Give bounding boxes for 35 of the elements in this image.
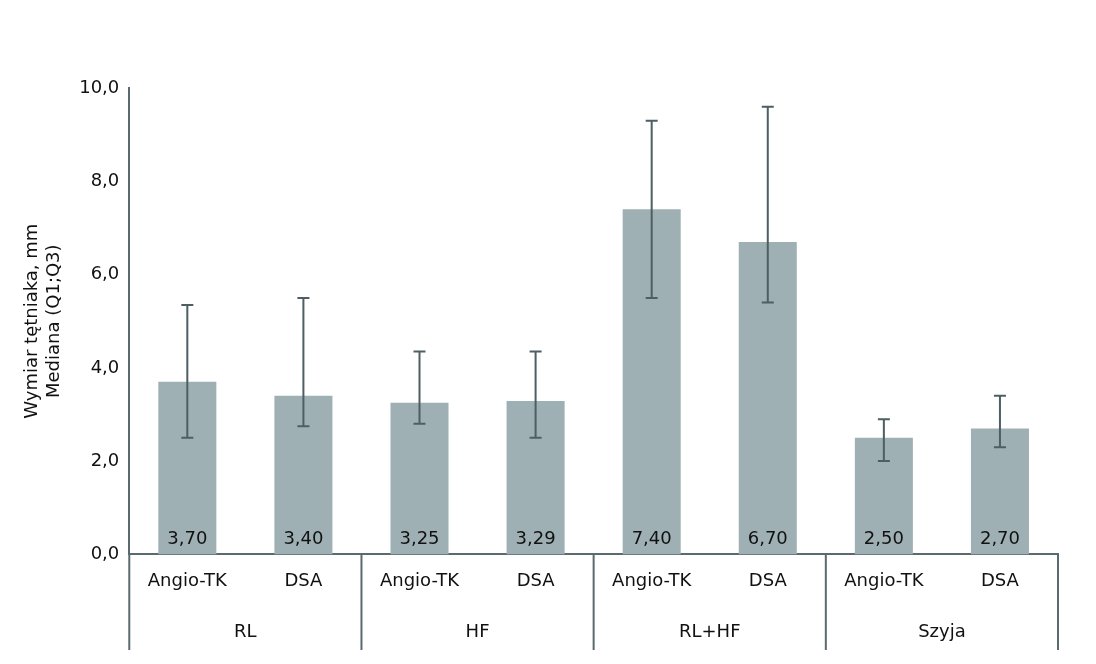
x-tick-label: DSA — [980, 568, 1020, 590]
data-label: 3,29 — [515, 527, 556, 549]
bar — [506, 400, 565, 555]
data-label: 6,70 — [747, 527, 788, 549]
x-tick-label: Angio-TK — [612, 568, 693, 590]
bar — [390, 402, 449, 555]
y-tick-label: 4,0 — [90, 355, 120, 377]
y-tick-label: 8,0 — [90, 168, 120, 190]
bar — [970, 428, 1029, 555]
bar — [854, 437, 913, 555]
y-tick-label: 2,0 — [90, 448, 120, 470]
y-tick-label: 10,0 — [79, 75, 120, 97]
text: RL — [234, 619, 257, 641]
data-label: 3,70 — [167, 527, 208, 549]
x-tick-label: DSA — [516, 568, 556, 590]
bar — [158, 381, 217, 555]
y-tick-label: 0,0 — [90, 542, 120, 564]
y-tick-label: 6,0 — [90, 262, 120, 284]
text: RL+HF — [678, 619, 741, 641]
x-tick-label: Angio-TK — [844, 568, 925, 590]
text: HF — [465, 619, 490, 641]
bar — [622, 209, 681, 555]
data-label: 7,40 — [631, 527, 672, 549]
bar — [738, 241, 797, 555]
text: Szyja — [918, 619, 966, 641]
x-tick-label: DSA — [748, 568, 788, 590]
data-label: 3,25 — [399, 527, 440, 549]
data-label: 3,40 — [283, 527, 324, 549]
data-label: 2,70 — [979, 527, 1020, 549]
x-tick-label: Angio-TK — [147, 568, 229, 590]
x-tick-label: DSA — [284, 568, 324, 590]
y-axis-title: Wymiar tętniaka, mm Mediana (Q1;Q3) — [20, 223, 64, 419]
x-tick-label: Angio-TK — [379, 568, 461, 590]
bar — [274, 395, 333, 555]
data-label: 2,50 — [863, 527, 904, 549]
